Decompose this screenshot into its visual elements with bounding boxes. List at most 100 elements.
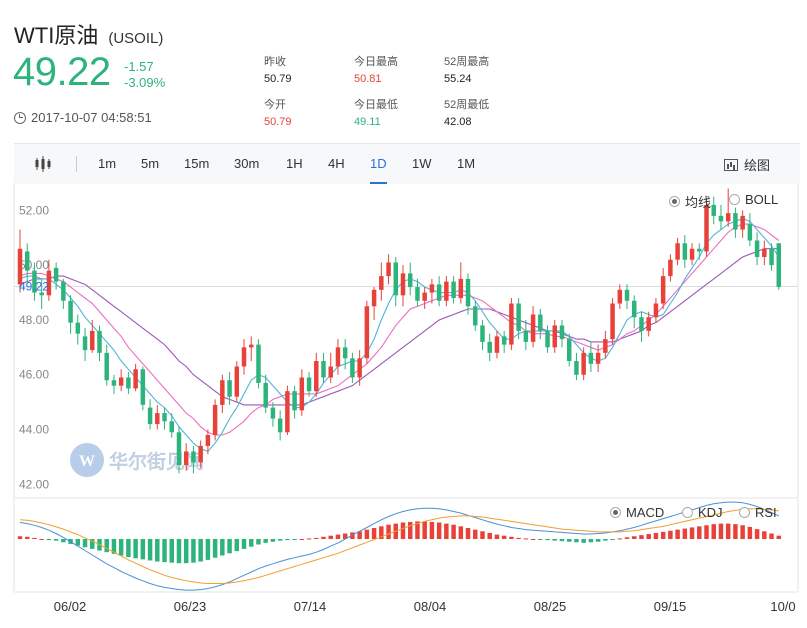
macd-bar (480, 531, 485, 539)
period-1w[interactable]: 1W (412, 156, 432, 171)
candle-body (675, 243, 680, 260)
candle-body (588, 352, 594, 364)
period-30m[interactable]: 30m (234, 156, 260, 171)
overlay-option-ma[interactable]: 均线 (669, 192, 711, 211)
macd-bar (523, 538, 529, 540)
period-4h[interactable]: 4H (328, 156, 345, 171)
period-1m[interactable]: 1m (98, 156, 117, 171)
candle-body (241, 347, 247, 367)
stat-value: 42.08 (444, 116, 472, 128)
macd-bar (299, 539, 305, 540)
candle-body (292, 391, 297, 411)
macd-bar (321, 536, 326, 539)
macd-bar (624, 537, 630, 539)
macd-bar (545, 539, 550, 541)
current-price: 49.22 (13, 50, 111, 94)
candle-body (277, 418, 283, 433)
macd-bar (39, 539, 44, 540)
candle (118, 369, 124, 392)
candle-body (451, 281, 456, 299)
macd-bar (342, 533, 348, 539)
period-1d[interactable]: 1D (370, 144, 387, 184)
candle (205, 429, 211, 455)
macd-bar (451, 524, 456, 539)
candle-body (530, 314, 536, 342)
period-1month[interactable]: 1M (457, 156, 476, 171)
macd-bar (465, 528, 471, 539)
overlay-option-label: BOLL (745, 192, 779, 207)
macd-bar (176, 539, 182, 564)
candle (140, 366, 146, 411)
price-change-block: -1.57 -3.09% (124, 59, 165, 91)
x-tick-label: 06/02 (54, 599, 87, 614)
candle (509, 298, 514, 351)
candle (53, 262, 59, 290)
candle-body (220, 380, 225, 405)
macd-bar (639, 535, 644, 539)
macd-bar (682, 528, 688, 539)
period-15m[interactable]: 15m (184, 156, 210, 171)
candle (559, 319, 565, 348)
macd-bar (277, 539, 283, 541)
candle (162, 407, 167, 430)
macd-bar (118, 539, 124, 556)
draw-button[interactable]: 绘图 (724, 155, 770, 174)
candle-body (133, 369, 138, 389)
candle-body (335, 347, 341, 367)
indicator-option-kdj[interactable]: KDJ (682, 505, 723, 520)
macd-bar (61, 539, 66, 543)
candle-body (169, 421, 174, 433)
candle-body (660, 276, 666, 304)
candle-body (523, 330, 529, 342)
candle (227, 372, 232, 405)
candle-body (249, 344, 254, 348)
candle-body (82, 336, 88, 351)
candle (133, 363, 138, 392)
indicator-option-macd[interactable]: MACD (610, 505, 664, 520)
candle-body (285, 391, 290, 433)
macd-bar (371, 528, 377, 539)
macd-bar (415, 521, 420, 539)
candle (581, 347, 586, 381)
candle (595, 344, 601, 372)
stat-label: 昨收 (264, 56, 286, 68)
candle-body (617, 289, 623, 304)
macd-bar (111, 539, 117, 554)
x-tick-label: 07/14 (294, 599, 327, 614)
candle (314, 352, 319, 397)
indicator-option-rsi[interactable]: RSI (739, 505, 777, 520)
macd-bar (711, 524, 716, 539)
candle-body (733, 213, 738, 230)
overlay-option-boll[interactable]: BOLL (729, 192, 778, 207)
candle-body (126, 377, 131, 389)
period-1h[interactable]: 1H (286, 156, 303, 171)
period-5m[interactable]: 5m (141, 156, 160, 171)
candlestick-icon[interactable] (34, 144, 52, 184)
macd-bar (422, 521, 427, 539)
candle (386, 254, 391, 285)
macd-bar (559, 539, 565, 542)
candle (704, 199, 709, 257)
candle (501, 330, 507, 353)
candle-body (24, 251, 30, 271)
candle-body (689, 248, 695, 260)
stat-value: 55.24 (444, 73, 472, 85)
candle-body (494, 336, 500, 353)
candle (350, 352, 355, 383)
macd-bar (762, 531, 767, 539)
candle (111, 374, 117, 394)
candle (653, 298, 659, 323)
macd-bar (205, 539, 211, 560)
candle (321, 352, 326, 383)
macd-bar (400, 522, 406, 539)
candle-body (776, 243, 782, 288)
macd-bar (53, 539, 59, 541)
macd-bar (104, 539, 109, 553)
y-tick-label: 48.00 (19, 313, 49, 327)
macd-bar (357, 531, 362, 539)
macd-bar (155, 539, 160, 562)
candle-body (718, 215, 724, 222)
candle (697, 243, 702, 260)
candle-body (429, 284, 435, 293)
